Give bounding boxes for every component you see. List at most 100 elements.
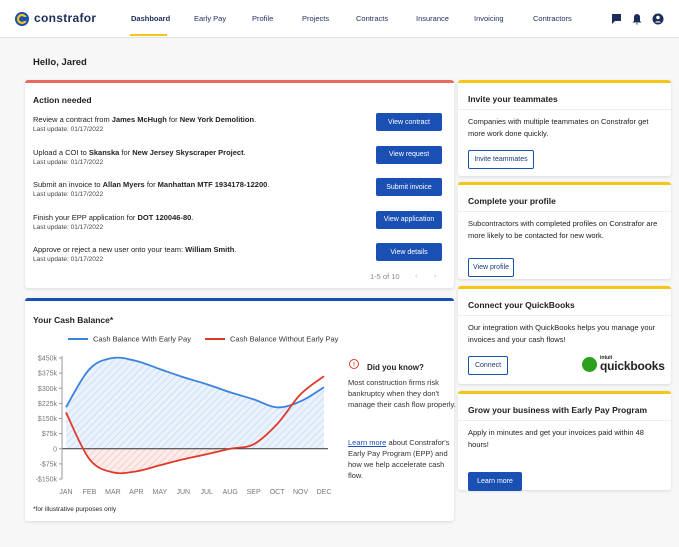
x-tick-label: JUL [201,489,214,496]
action-text-part: Allan Myers [102,180,145,189]
card-divider [458,420,671,421]
nav-item[interactable]: Early Pay [194,14,227,23]
card-divider [458,109,671,110]
series-line [65,356,325,409]
y-tick-label: $75k [42,431,58,438]
nav-item[interactable]: Projects [302,14,330,23]
side-card: Complete your profile Subcontractors with… [458,182,671,279]
qb-circle [582,357,597,372]
learn-more-link[interactable]: Learn more [348,438,387,447]
tip-title: Did you know? [367,363,424,372]
action-text: Upload a COI to Skanska for New Jersey S… [33,148,246,157]
action-button[interactable]: View request [376,145,442,164]
action-text-part: . [254,115,257,124]
y-tick-label: -$150k [36,477,58,484]
card-text: Apply in minutes and get your invoices p… [468,428,644,449]
tip-text-2: about Constrafor's Early Pay Program (EP… [348,438,450,480]
logo-text: constrafor [34,11,97,25]
x-tick-label: NOV [293,489,309,496]
action-text-part: for [119,147,133,157]
greeting: Hello, Jared [33,57,87,68]
x-tick-label: MAR [105,489,121,496]
y-tick-label: $375k [38,371,58,378]
prev-page[interactable]: ‹ [415,271,418,280]
nav-icons [612,13,664,25]
card-text: Companies with multiple teammates on Con… [468,117,649,138]
action-update: Last update: 01/17/2022 [33,191,104,198]
pagination: 1-5 of 10 [370,272,400,281]
action-text: Review a contract from James McHugh for … [33,115,256,124]
action-text: Submit an invoice to Allan Myers for Man… [33,180,269,189]
x-tick-label: AUG [223,489,238,496]
qb-small: intuit [600,355,613,361]
side-card: Invite your teammates Companies with mult… [458,80,671,176]
action-text-part: New Jersey Skyscraper Project [132,147,244,157]
action-text-part: Skanska [88,147,120,157]
card-title: Action needed [33,95,92,105]
action-text-part: William Smith [185,245,235,254]
card-text: Subcontractors with completed profiles o… [468,219,658,240]
series-area [66,448,324,474]
chat-icon[interactable] [612,14,621,24]
x-tick-label: DEC [317,489,332,496]
user-icon[interactable] [652,13,664,25]
next-page[interactable]: › [434,271,437,280]
action-text-part: . [191,212,194,222]
action-update: Last update: 01/17/2022 [33,256,104,263]
action-button[interactable]: View details [376,243,442,261]
x-tick-label: FEB [83,489,97,496]
nav-item[interactable]: Contractors [533,14,572,23]
action-text-part: Manhattan MTF 1934178-12200 [157,180,268,189]
action-text-part: Finish your EPP application for [33,212,138,222]
action-button[interactable]: View application [376,210,442,229]
nav-item[interactable]: Profile [252,14,274,23]
action-text-part: for [144,180,158,189]
y-tick-label: $150k [38,416,58,423]
action-update: Last update: 01/17/2022 [33,223,104,231]
action-update: Last update: 01/17/2022 [33,126,104,133]
action-text: Finish your EPP application for DOT 1200… [33,213,193,222]
legend-label: Cash Balance With Early Pay [93,335,191,344]
info-icon-mark: ! [353,363,355,369]
action-text-part: James McHugh [111,115,167,124]
logo-icon [15,12,29,26]
action-card: Action needed Review a contract from Jam… [25,80,454,288]
action-text-part: Upload a COI to [33,147,89,157]
action-button[interactable]: View contract [376,113,442,131]
nav-item[interactable]: Dashboard [131,14,171,23]
x-tick-label: SEP [247,489,261,496]
nav-item[interactable]: Invoicing [474,14,504,23]
action-text-part: DOT 120046-80 [137,212,192,222]
action-text-part: for [166,115,180,124]
card-button[interactable]: Learn more [468,472,522,491]
y-tick-label: $225k [38,401,58,408]
nav-item[interactable]: Contracts [356,14,389,23]
card-title: Connect your QuickBooks [468,300,575,310]
card-title: Your Cash Balance* [33,315,114,325]
action-text-part: Approve or reject a new user onto your t… [33,245,186,254]
x-tick-label: MAY [152,489,167,496]
card-divider [458,315,671,316]
series-area [66,357,324,449]
side-card: Connect your QuickBooks Our integration w… [458,286,671,384]
x-tick-label: OCT [270,489,286,496]
nav-item[interactable]: Insurance [416,14,449,23]
action-text-part: Submit an invoice to [33,180,103,189]
info-icon [349,359,359,369]
y-tick-label: 0 [53,446,57,453]
card-button[interactable]: Connect [468,356,508,375]
action-text: Approve or reject a new user onto your t… [33,245,236,254]
action-text-part: . [234,245,237,254]
card-title: Complete your profile [468,196,556,206]
action-button[interactable]: Submit invoice [376,178,442,196]
legend-label: Cash Balance Without Early Pay [230,335,339,344]
side-card: Grow your business with Early Pay Progra… [458,391,671,491]
x-tick-label: JUN [176,489,190,496]
y-tick-label: -$75k [39,461,57,468]
card-button[interactable]: View profile [468,258,514,277]
active-underline [130,34,167,36]
bell-icon[interactable] [632,14,642,25]
card-text: Our integration with QuickBooks helps yo… [468,323,656,344]
card-button[interactable]: Invite teammates [468,150,534,169]
